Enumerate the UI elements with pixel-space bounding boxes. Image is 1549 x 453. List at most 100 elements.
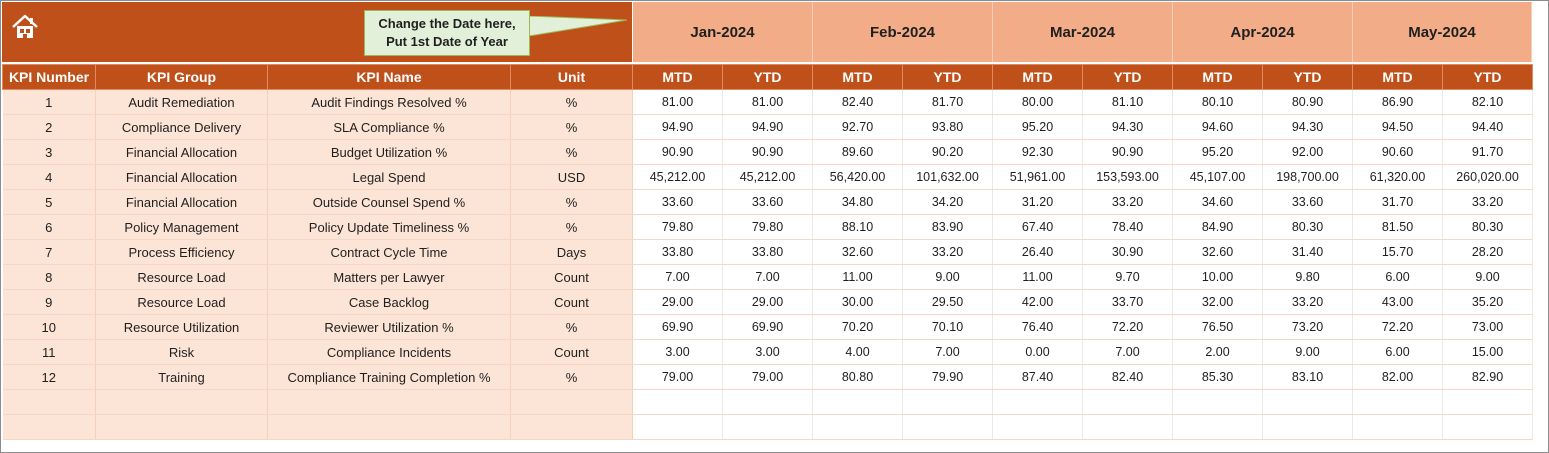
kpi-number-cell[interactable]: 10 [2,314,96,340]
mtd-value-cell[interactable]: 61,320.00 [1352,164,1443,190]
mtd-value-cell[interactable]: 45,107.00 [1172,164,1263,190]
kpi-number-cell[interactable]: 7 [2,239,96,265]
col-header-ytd[interactable]: YTD [722,64,813,90]
empty-cell[interactable] [267,414,511,440]
col-header-ytd[interactable]: YTD [1262,64,1353,90]
ytd-value-cell[interactable]: 15.00 [1442,339,1533,365]
ytd-value-cell[interactable]: 33.70 [1082,289,1173,315]
ytd-value-cell[interactable]: 81.10 [1082,89,1173,115]
mtd-value-cell[interactable]: 33.80 [632,239,723,265]
mtd-value-cell[interactable]: 72.20 [1352,314,1443,340]
ytd-value-cell[interactable]: 80.30 [1442,214,1533,240]
ytd-value-cell[interactable]: 29.50 [902,289,993,315]
mtd-value-cell[interactable]: 94.50 [1352,114,1443,140]
col-header-unit[interactable]: Unit [510,64,633,90]
ytd-value-cell[interactable]: 94.30 [1262,114,1353,140]
empty-cell[interactable] [992,389,1083,415]
ytd-value-cell[interactable]: 90.20 [902,139,993,165]
month-header[interactable]: Apr-2024 [1173,2,1353,62]
ytd-value-cell[interactable]: 153,593.00 [1082,164,1173,190]
home-icon[interactable] [10,12,40,42]
kpi-number-cell[interactable]: 9 [2,289,96,315]
mtd-value-cell[interactable]: 29.00 [632,289,723,315]
kpi-name-cell[interactable]: Budget Utilization % [267,139,511,165]
mtd-value-cell[interactable]: 10.00 [1172,264,1263,290]
ytd-value-cell[interactable]: 91.70 [1442,139,1533,165]
month-header[interactable]: May-2024 [1353,2,1532,62]
empty-cell[interactable] [2,414,96,440]
ytd-value-cell[interactable]: 198,700.00 [1262,164,1353,190]
kpi-group-cell[interactable]: Compliance Delivery [95,114,268,140]
mtd-value-cell[interactable]: 51,961.00 [992,164,1083,190]
empty-cell[interactable] [267,389,511,415]
empty-cell[interactable] [1262,414,1353,440]
ytd-value-cell[interactable]: 9.70 [1082,264,1173,290]
mtd-value-cell[interactable]: 76.50 [1172,314,1263,340]
ytd-value-cell[interactable]: 78.40 [1082,214,1173,240]
mtd-value-cell[interactable]: 31.20 [992,189,1083,215]
ytd-value-cell[interactable]: 93.80 [902,114,993,140]
col-header-kpi-group[interactable]: KPI Group [95,64,268,90]
ytd-value-cell[interactable]: 33.20 [1082,189,1173,215]
kpi-name-cell[interactable]: Audit Findings Resolved % [267,89,511,115]
mtd-value-cell[interactable]: 69.90 [632,314,723,340]
col-header-mtd[interactable]: MTD [992,64,1083,90]
mtd-value-cell[interactable]: 32.60 [812,239,903,265]
mtd-value-cell[interactable]: 43.00 [1352,289,1443,315]
mtd-value-cell[interactable]: 33.60 [632,189,723,215]
mtd-value-cell[interactable]: 15.70 [1352,239,1443,265]
mtd-value-cell[interactable]: 95.20 [1172,139,1263,165]
ytd-value-cell[interactable]: 73.20 [1262,314,1353,340]
kpi-number-cell[interactable]: 3 [2,139,96,165]
kpi-group-cell[interactable]: Training [95,364,268,390]
empty-cell[interactable] [1082,414,1173,440]
ytd-value-cell[interactable]: 45,212.00 [722,164,813,190]
empty-cell[interactable] [1352,389,1443,415]
empty-cell[interactable] [1082,389,1173,415]
ytd-value-cell[interactable]: 33.20 [1262,289,1353,315]
kpi-group-cell[interactable]: Resource Load [95,289,268,315]
ytd-value-cell[interactable]: 33.60 [1262,189,1353,215]
empty-cell[interactable] [1442,414,1533,440]
mtd-value-cell[interactable]: 30.00 [812,289,903,315]
mtd-value-cell[interactable]: 4.00 [812,339,903,365]
kpi-group-cell[interactable]: Policy Management [95,214,268,240]
mtd-value-cell[interactable]: 76.40 [992,314,1083,340]
mtd-value-cell[interactable]: 89.60 [812,139,903,165]
unit-cell[interactable]: Count [510,289,633,315]
col-header-mtd[interactable]: MTD [1352,64,1443,90]
ytd-value-cell[interactable]: 81.00 [722,89,813,115]
mtd-value-cell[interactable]: 88.10 [812,214,903,240]
mtd-value-cell[interactable]: 92.70 [812,114,903,140]
empty-cell[interactable] [1172,389,1263,415]
col-header-ytd[interactable]: YTD [1442,64,1533,90]
empty-cell[interactable] [95,389,268,415]
mtd-value-cell[interactable]: 70.20 [812,314,903,340]
ytd-value-cell[interactable]: 82.40 [1082,364,1173,390]
col-header-ytd[interactable]: YTD [902,64,993,90]
mtd-value-cell[interactable]: 11.00 [812,264,903,290]
ytd-value-cell[interactable]: 33.60 [722,189,813,215]
col-header-mtd[interactable]: MTD [632,64,723,90]
mtd-value-cell[interactable]: 86.90 [1352,89,1443,115]
ytd-value-cell[interactable]: 33.20 [902,239,993,265]
kpi-number-cell[interactable]: 6 [2,214,96,240]
mtd-value-cell[interactable]: 42.00 [992,289,1083,315]
ytd-value-cell[interactable]: 29.00 [722,289,813,315]
empty-cell[interactable] [632,414,723,440]
ytd-value-cell[interactable]: 94.90 [722,114,813,140]
mtd-value-cell[interactable]: 67.40 [992,214,1083,240]
unit-cell[interactable]: Days [510,239,633,265]
mtd-value-cell[interactable]: 80.10 [1172,89,1263,115]
ytd-value-cell[interactable]: 30.90 [1082,239,1173,265]
mtd-value-cell[interactable]: 34.60 [1172,189,1263,215]
kpi-name-cell[interactable]: SLA Compliance % [267,114,511,140]
kpi-number-cell[interactable]: 5 [2,189,96,215]
kpi-group-cell[interactable]: Resource Load [95,264,268,290]
empty-cell[interactable] [812,414,903,440]
ytd-value-cell[interactable]: 90.90 [1082,139,1173,165]
mtd-value-cell[interactable]: 7.00 [632,264,723,290]
empty-cell[interactable] [722,389,813,415]
ytd-value-cell[interactable]: 79.80 [722,214,813,240]
empty-cell[interactable] [510,414,633,440]
